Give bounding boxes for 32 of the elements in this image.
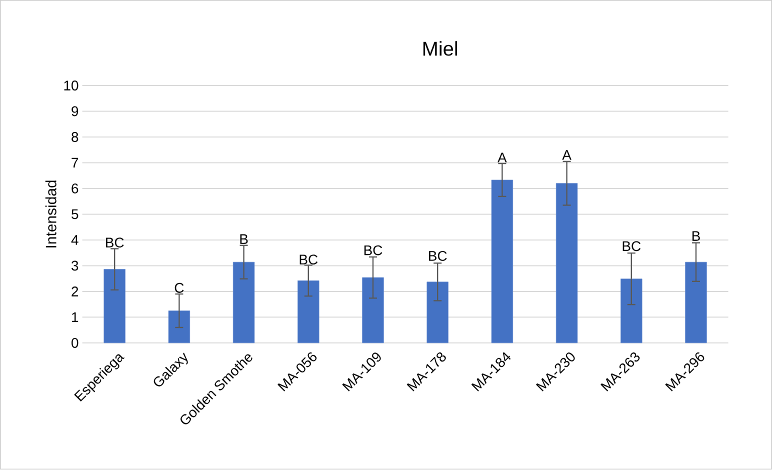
y-tick-label: 0 <box>72 338 78 348</box>
y-tick-label: 10 <box>64 80 78 91</box>
annotation: BC <box>622 241 641 252</box>
y-tick-label: 9 <box>72 106 78 116</box>
annotation: BC <box>429 251 447 262</box>
y-tick-label: 3 <box>72 260 78 271</box>
y-axis-title: Intensidad <box>45 180 56 248</box>
annotation: BC <box>106 238 124 248</box>
bar <box>426 282 448 344</box>
y-tick-label: 1 <box>72 312 78 322</box>
annotation: BC <box>300 254 318 265</box>
chart-title: Miel <box>423 41 458 56</box>
bar <box>232 262 255 344</box>
y-tick-label: 2 <box>72 286 78 297</box>
y-tick-label: 6 <box>72 184 78 194</box>
bar <box>620 278 642 344</box>
annotation: A <box>498 152 507 163</box>
bar <box>491 180 514 344</box>
annotation: BC <box>364 246 382 256</box>
annotation: B <box>240 234 248 244</box>
annotation: A <box>562 150 572 160</box>
y-tick-label: 5 <box>72 210 78 220</box>
annotation: C <box>174 283 184 294</box>
bar <box>362 278 384 344</box>
bar <box>104 269 126 344</box>
y-tick-label: 8 <box>72 132 78 142</box>
annotation: B <box>692 231 700 242</box>
y-tick-label: 4 <box>71 235 78 245</box>
bar <box>298 280 320 344</box>
y-tick-label: 7 <box>72 158 78 168</box>
bar <box>556 183 578 344</box>
bar <box>685 262 707 344</box>
